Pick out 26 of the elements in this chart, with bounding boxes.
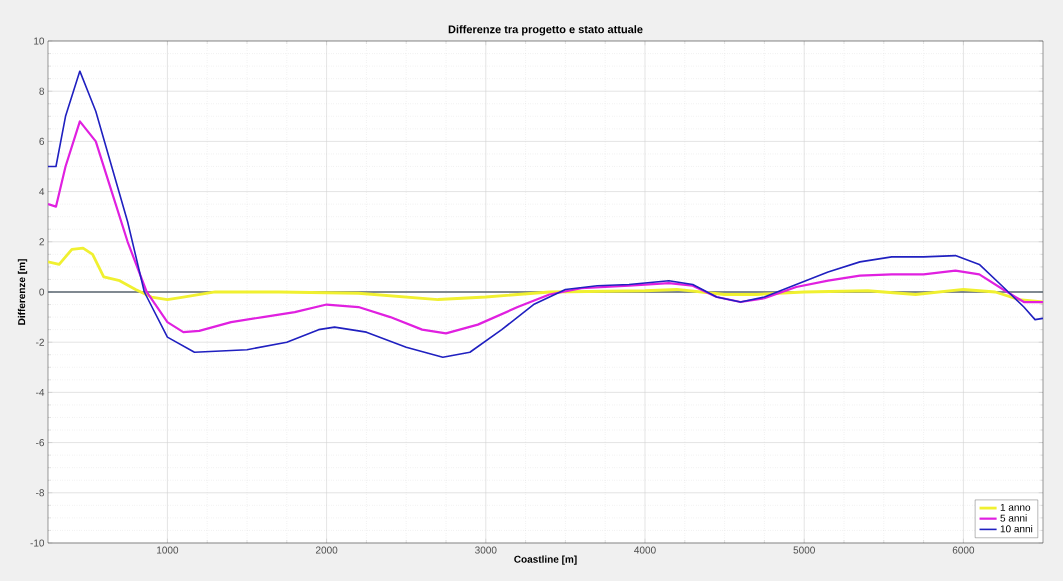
legend-label: 1 anno (1000, 503, 1031, 511)
y-tick-label: -4 (36, 388, 45, 396)
line-series (48, 246, 1043, 304)
y-tick-label: -10 (30, 539, 45, 547)
y-tick-label: 10 (34, 37, 45, 45)
y-tick-label: -6 (36, 439, 45, 447)
x-tick-label: 2000 (315, 546, 338, 554)
legend-label: 5 anni (1000, 514, 1027, 522)
y-axis-title: Differenze [m] (17, 259, 28, 325)
chart-title: Differenze tra progetto e stato attuale (448, 25, 643, 36)
legend-label: 10 anni (1000, 525, 1033, 533)
y-tick-label: -2 (36, 338, 44, 346)
y-tick-label: 0 (39, 288, 45, 296)
x-tick-label: 1000 (157, 546, 179, 554)
x-axis-title: Coastline [m] (514, 555, 577, 565)
y-tick-label: -8 (36, 489, 45, 497)
x-tick-label: 6000 (952, 546, 975, 554)
y-tick-label: 4 (39, 188, 45, 196)
y-tick-label: 2 (39, 238, 44, 246)
y-tick-label: 6 (39, 137, 45, 145)
line-series (48, 70, 1043, 359)
y-tick-label: 8 (39, 87, 45, 95)
x-tick-label: 4000 (634, 546, 656, 554)
x-tick-label: 3000 (475, 546, 497, 554)
line-series (48, 120, 1043, 335)
x-tick-label: 5000 (793, 546, 815, 554)
